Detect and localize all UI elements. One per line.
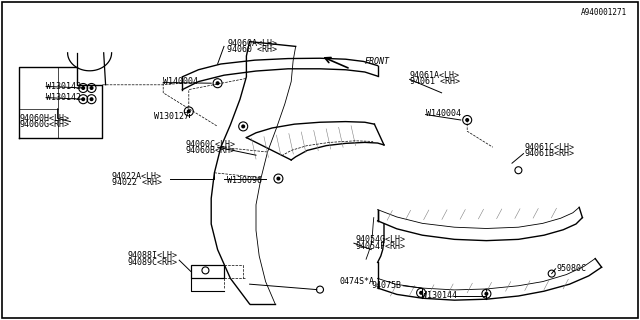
Text: 94089C<RH>: 94089C<RH>: [128, 258, 178, 267]
Circle shape: [90, 97, 93, 101]
Text: 94060A<LH>: 94060A<LH>: [227, 39, 277, 48]
Text: 94022A<LH>: 94022A<LH>: [112, 172, 162, 180]
Circle shape: [90, 86, 93, 90]
Text: W130096: W130096: [227, 176, 262, 185]
Circle shape: [81, 97, 85, 101]
Text: W130127: W130127: [154, 112, 189, 121]
Text: A940001271: A940001271: [581, 8, 627, 17]
Text: FRONT: FRONT: [365, 57, 390, 66]
Circle shape: [216, 81, 220, 85]
Circle shape: [465, 118, 469, 122]
Circle shape: [81, 86, 85, 90]
Text: 94061C<LH>: 94061C<LH>: [525, 143, 575, 152]
Text: W130143: W130143: [46, 82, 81, 91]
Text: W130144: W130144: [422, 292, 458, 300]
Text: 0474S*A: 0474S*A: [339, 277, 374, 286]
Text: 94061 <RH>: 94061 <RH>: [410, 77, 460, 86]
Text: 94060C<LH>: 94060C<LH>: [186, 140, 236, 148]
Text: 94060 <RH>: 94060 <RH>: [227, 45, 277, 54]
Text: 94061A<LH>: 94061A<LH>: [410, 71, 460, 80]
Circle shape: [484, 292, 488, 296]
Text: 94088I<LH>: 94088I<LH>: [128, 252, 178, 260]
Circle shape: [276, 177, 280, 180]
Text: W130142: W130142: [46, 93, 81, 102]
Circle shape: [419, 291, 423, 295]
Text: 94060H<LH>: 94060H<LH>: [19, 114, 69, 123]
Text: 94054F<RH>: 94054F<RH>: [355, 242, 405, 251]
Text: 94054G<LH>: 94054G<LH>: [355, 236, 405, 244]
Text: W140004: W140004: [163, 77, 198, 86]
Text: 94022 <RH>: 94022 <RH>: [112, 178, 162, 187]
Circle shape: [241, 124, 245, 128]
Text: 94061B<RH>: 94061B<RH>: [525, 149, 575, 158]
Text: W140004: W140004: [426, 109, 461, 118]
Text: 94060B<RH>: 94060B<RH>: [186, 146, 236, 155]
Text: 94075B: 94075B: [371, 281, 401, 290]
FancyBboxPatch shape: [191, 265, 224, 278]
Circle shape: [187, 109, 191, 113]
Text: 95080C: 95080C: [557, 264, 587, 273]
Text: 94060G<RH>: 94060G<RH>: [19, 120, 69, 129]
